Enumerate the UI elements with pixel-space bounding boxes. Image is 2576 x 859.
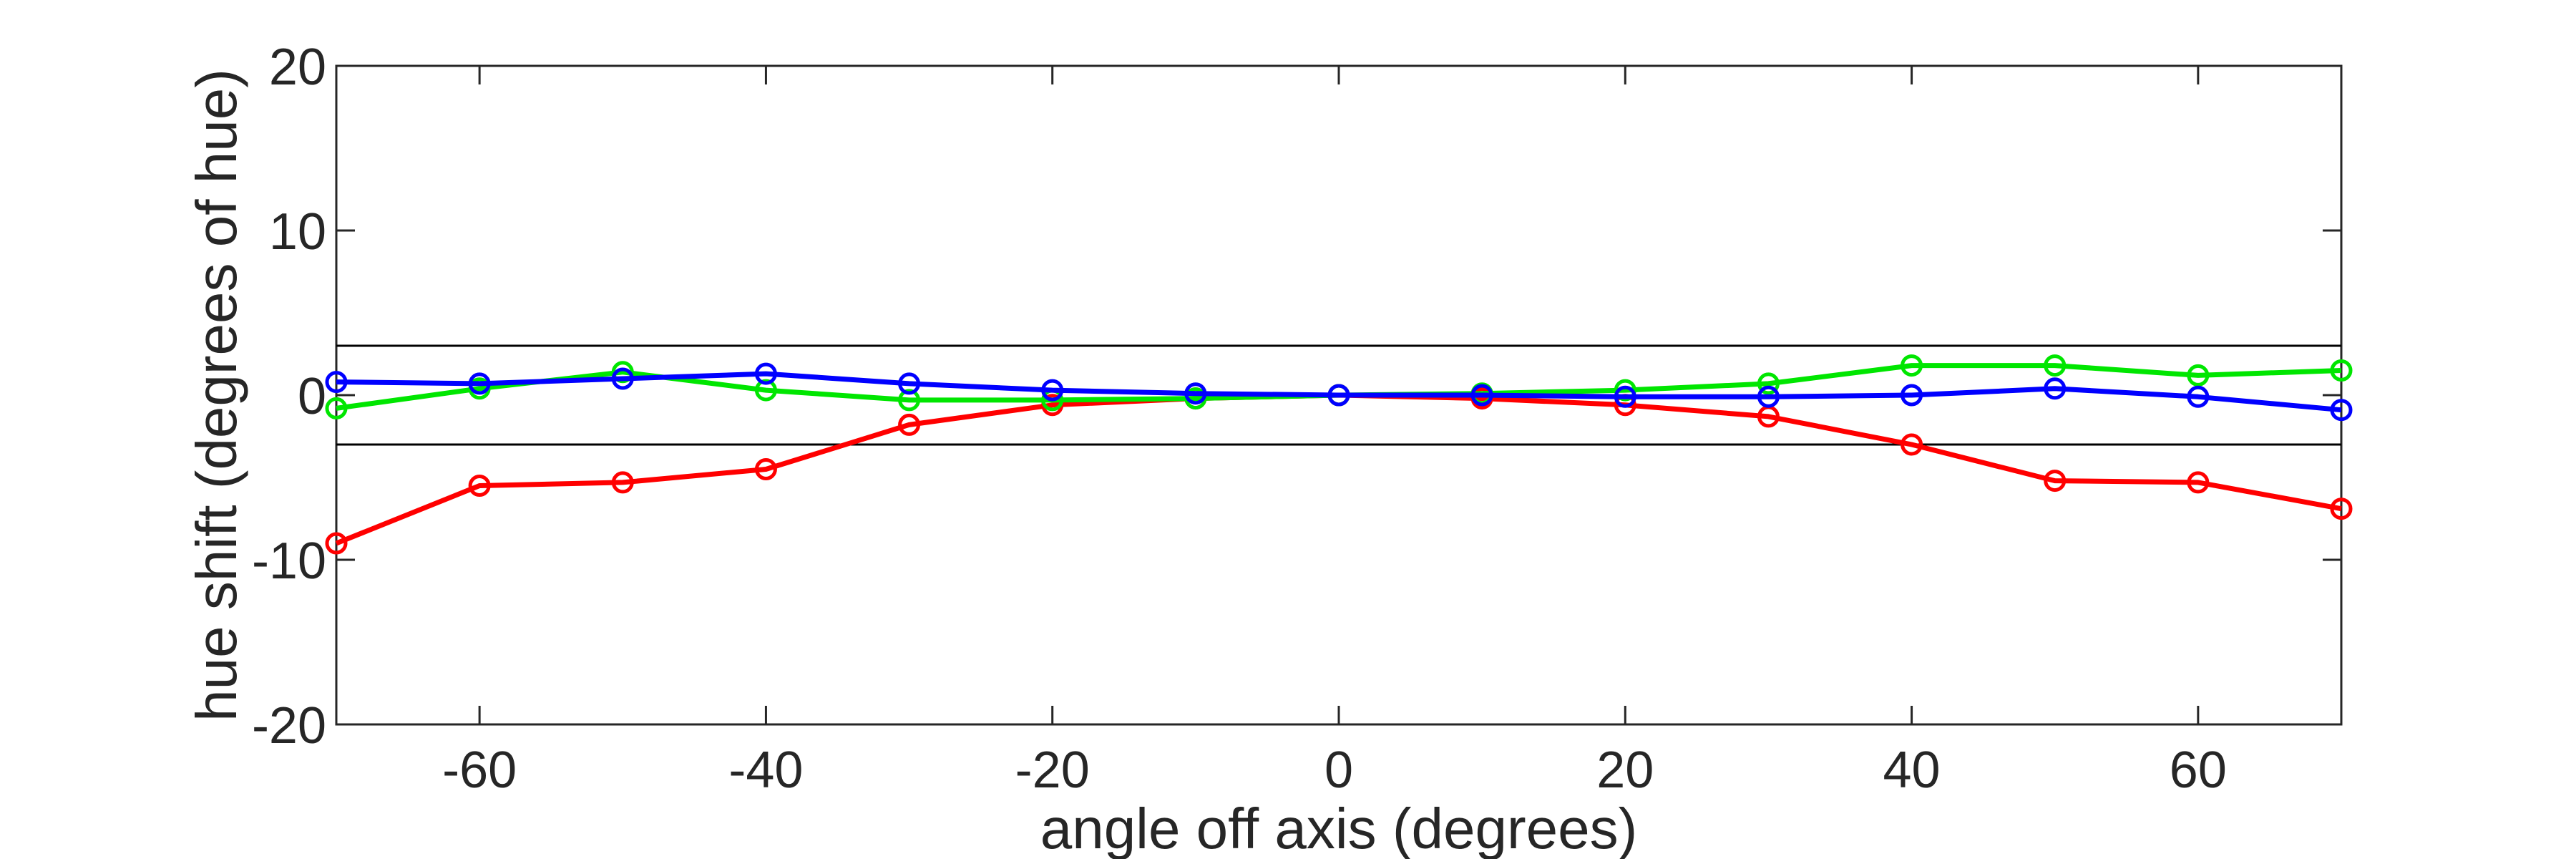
data-point-green xyxy=(2330,359,2353,382)
data-point-red xyxy=(754,458,777,480)
x-tick-label: 60 xyxy=(2170,742,2227,799)
y-tick-label: -10 xyxy=(252,533,326,590)
data-point-blue xyxy=(1184,382,1207,405)
reference-lines xyxy=(336,344,2341,446)
x-axis-label: angle off axis (degrees) xyxy=(1040,797,1638,859)
data-point-green xyxy=(754,379,777,402)
data-point-red xyxy=(898,413,921,436)
series-group xyxy=(325,354,2353,555)
x-tick-label: 0 xyxy=(1324,742,1353,799)
data-point-green xyxy=(325,397,348,419)
data-point-blue xyxy=(325,371,348,394)
y-tick-label: 0 xyxy=(298,368,326,425)
data-point-red xyxy=(1901,433,1923,456)
data-point-blue xyxy=(611,367,634,390)
data-point-red xyxy=(611,471,634,494)
data-point-blue xyxy=(1470,384,1493,407)
x-tick-label: 20 xyxy=(1596,742,1654,799)
data-point-green xyxy=(2044,354,2067,377)
data-point-blue xyxy=(1757,385,1780,408)
data-point-green xyxy=(611,361,634,384)
data-point-blue xyxy=(1901,384,1923,407)
x-tick-label: -60 xyxy=(442,742,517,799)
x-tick-label: -40 xyxy=(728,742,803,799)
data-point-blue xyxy=(2044,377,2067,400)
data-point-red xyxy=(325,532,348,555)
y-axis-label: hue shift (degrees of hue) xyxy=(185,69,248,722)
y-tick-label: -20 xyxy=(252,697,326,754)
series-line-red xyxy=(335,392,2342,546)
series-line-blue xyxy=(336,371,2342,413)
data-point-blue xyxy=(468,372,491,395)
data-point-green xyxy=(1614,379,1636,402)
data-point-blue xyxy=(898,372,921,395)
data-point-red xyxy=(2330,498,2353,520)
data-point-blue xyxy=(1614,385,1636,408)
x-tick-label: -20 xyxy=(1015,742,1090,799)
data-point-blue xyxy=(754,362,777,385)
data-point-green xyxy=(2187,364,2210,387)
ticks: -60 -40 -20 0 20 40 60 -20 -10 0 10 20 xyxy=(252,39,2341,799)
data-point-green xyxy=(898,389,921,412)
data-point-blue xyxy=(2330,399,2353,422)
y-tick-label: 10 xyxy=(269,203,326,261)
data-point-red xyxy=(2187,471,2210,494)
data-point-blue xyxy=(2187,385,2210,408)
data-point-green xyxy=(1757,372,1780,395)
data-point-red xyxy=(2044,470,2067,492)
x-tick-label: 40 xyxy=(1883,742,1941,799)
data-point-blue xyxy=(1327,384,1350,407)
data-point-blue xyxy=(1041,379,1064,402)
y-tick-label: 20 xyxy=(269,39,326,96)
data-point-green xyxy=(1901,354,1923,377)
data-point-red xyxy=(468,475,491,497)
